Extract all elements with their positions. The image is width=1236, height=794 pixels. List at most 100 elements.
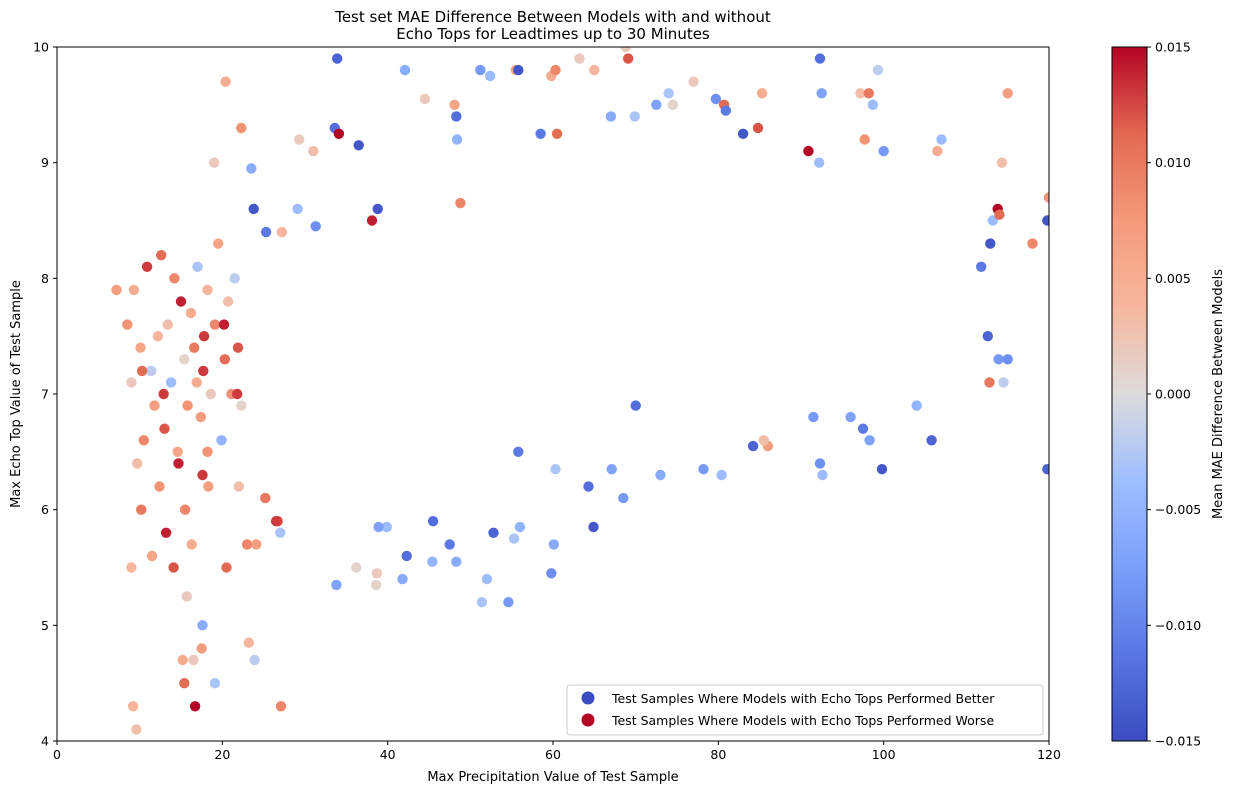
- data-points: [111, 47, 1049, 735]
- data-point: [366, 215, 378, 226]
- data-point: [864, 435, 875, 446]
- data-point: [859, 134, 870, 145]
- y-tick-label: 10: [33, 40, 49, 55]
- data-point: [1002, 354, 1013, 365]
- data-point: [241, 539, 253, 550]
- y-axis-ticks: 4 5 6 7 8 9 10: [33, 40, 57, 749]
- data-point: [222, 296, 234, 307]
- data-point: [688, 76, 699, 87]
- data-point: [202, 446, 213, 457]
- data-point: [208, 157, 220, 168]
- colorbar-tick-label: −0.005: [1155, 502, 1201, 517]
- data-point: [138, 435, 149, 446]
- legend-label-worse: Test Samples Where Models with Echo Tops…: [611, 713, 994, 728]
- data-point: [127, 701, 139, 712]
- data-point: [146, 365, 157, 377]
- data-point: [667, 99, 679, 111]
- data-point: [845, 411, 856, 423]
- data-point: [371, 568, 383, 579]
- data-point: [451, 556, 462, 567]
- data-point: [1002, 88, 1013, 99]
- data-point: [756, 88, 768, 99]
- data-point: [232, 342, 244, 353]
- colorbar-tick-label: 0.010: [1155, 155, 1191, 170]
- data-point: [333, 128, 345, 139]
- data-point: [455, 197, 466, 209]
- chart-title-line-1: Test set MAE Difference Between Models w…: [334, 8, 771, 26]
- data-point: [475, 64, 486, 76]
- data-point: [182, 400, 193, 411]
- y-tick-label: 9: [41, 155, 49, 170]
- data-point: [179, 678, 190, 689]
- data-point: [243, 637, 254, 648]
- data-point: [381, 521, 392, 533]
- x-tick-label: 60: [545, 747, 561, 762]
- data-point: [189, 701, 201, 712]
- data-point: [219, 354, 230, 365]
- data-point: [202, 284, 213, 296]
- data-point: [141, 261, 153, 272]
- data-point: [855, 88, 866, 99]
- data-point: [996, 157, 1008, 168]
- data-point: [149, 400, 160, 411]
- y-axis-label: Max Echo Top Value of Test Sample: [9, 280, 24, 508]
- x-axis-label: Max Precipitation Value of Test Sample: [427, 770, 678, 785]
- data-point: [128, 284, 140, 296]
- data-point: [535, 128, 546, 139]
- data-point: [618, 492, 629, 504]
- data-point: [192, 261, 203, 272]
- data-point: [181, 591, 192, 602]
- data-point: [246, 163, 257, 174]
- data-point: [203, 481, 214, 492]
- legend-marker-worse: [581, 713, 595, 727]
- data-point: [623, 53, 634, 64]
- data-point: [808, 411, 819, 423]
- data-point: [399, 64, 411, 76]
- data-point: [932, 145, 943, 157]
- x-tick-label: 0: [53, 747, 61, 762]
- data-point: [160, 527, 172, 538]
- x-tick-label: 40: [380, 747, 396, 762]
- data-point: [926, 435, 937, 446]
- legend-marker-better: [581, 691, 595, 705]
- y-tick-label: 5: [41, 618, 49, 633]
- chart-title-line-2: Echo Tops for Leadtimes up to 30 Minutes: [396, 25, 710, 43]
- data-point: [159, 423, 170, 434]
- data-point: [185, 307, 197, 319]
- data-point: [126, 377, 137, 388]
- data-point: [803, 145, 814, 157]
- data-point: [998, 377, 1009, 388]
- data-point: [583, 481, 594, 492]
- data-point: [863, 88, 874, 99]
- data-point: [270, 516, 282, 527]
- data-point: [370, 579, 382, 591]
- data-point: [353, 140, 364, 151]
- data-point: [427, 516, 439, 527]
- data-point: [1043, 192, 1049, 203]
- legend-label-better: Test Samples Where Models with Echo Tops…: [611, 691, 995, 706]
- colorbar-ticks: −0.015 −0.010 −0.005 0.000 0.005 0.010 0.015: [1147, 40, 1201, 749]
- data-point: [993, 354, 1004, 365]
- data-point: [156, 250, 167, 261]
- colorbar-tick-label: 0.005: [1155, 271, 1191, 286]
- data-point: [126, 562, 137, 573]
- data-point: [310, 221, 321, 232]
- data-point: [168, 562, 179, 573]
- data-point: [191, 377, 202, 388]
- data-point: [136, 365, 148, 377]
- data-point: [220, 76, 231, 87]
- data-point: [197, 620, 208, 631]
- data-point: [485, 70, 496, 82]
- y-tick-label: 4: [41, 734, 49, 749]
- colorbar-gradient: [1111, 46, 1148, 742]
- data-point: [982, 331, 993, 342]
- data-point: [276, 226, 288, 238]
- data-point: [111, 284, 122, 296]
- data-point: [752, 122, 764, 134]
- x-tick-label: 100: [872, 747, 896, 762]
- data-point: [737, 128, 749, 139]
- data-point: [401, 550, 412, 562]
- x-tick-label: 80: [710, 747, 726, 762]
- data-point: [936, 134, 947, 145]
- data-point: [716, 469, 727, 481]
